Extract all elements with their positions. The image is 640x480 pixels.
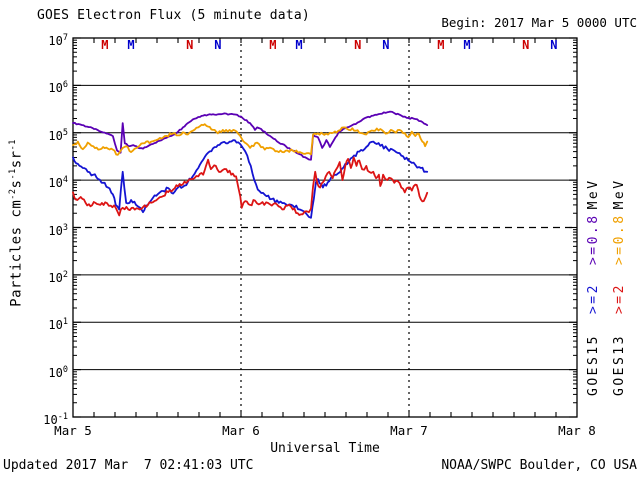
marker-n-day2: N	[354, 38, 362, 52]
y-tick-label-1e5: 105	[48, 127, 68, 143]
x-tick-label-mar-8: Mar 8	[558, 423, 596, 438]
updated-timestamp: Updated 2017 Mar 7 02:41:03 UTC	[3, 458, 254, 473]
legend-unit-label: MeV	[586, 178, 601, 210]
legend-column-goes13: GOES13 >=2 >=0.8 MeV	[611, 150, 628, 396]
y-tick-label-1e4: 104	[48, 175, 68, 191]
marker-n-day1: N	[214, 38, 222, 52]
legend-energy-2mev-label: >=2	[612, 283, 627, 315]
flux-curve-goes13-2mev	[72, 156, 429, 217]
y-tick-label-1e0: 100	[48, 364, 68, 380]
y-tick-label-1e-1: 10-1	[43, 412, 68, 427]
y-tick-label-1e2: 102	[48, 269, 68, 285]
marker-n-day3: N	[550, 38, 558, 52]
marker-m-day1: M	[127, 38, 135, 52]
x-tick-label-mar-7: Mar 7	[390, 423, 428, 438]
source-attribution: NOAA/SWPC Boulder, CO USA	[441, 458, 637, 473]
legend-energy-08mev-label: >=0.8	[586, 213, 601, 266]
marker-m-day1: M	[101, 38, 109, 52]
legend-unit-label: MeV	[612, 178, 627, 210]
marker-n-day3: N	[522, 38, 530, 52]
y-tick-label-1e1: 101	[48, 317, 68, 333]
marker-n-day2: N	[382, 38, 390, 52]
legend-energy-2mev-label: >=2	[586, 283, 601, 315]
x-tick-label-mar-6: Mar 6	[222, 423, 260, 438]
marker-n-day1: N	[186, 38, 194, 52]
marker-m-day2: M	[295, 38, 303, 52]
flux-curve-goes15-2mev	[72, 139, 429, 219]
x-axis-title: Universal Time	[270, 441, 380, 456]
x-tick-label-mar-5: Mar 5	[54, 423, 92, 438]
marker-m-day3: M	[463, 38, 471, 52]
chart-title: GOES Electron Flux (5 minute data)	[37, 8, 310, 23]
legend-column-goes15: GOES15 >=2 >=0.8 MeV	[585, 150, 602, 396]
flux-curve-goes13-0.8mev	[72, 123, 429, 156]
y-tick-label-1e6: 106	[48, 80, 68, 96]
legend-satellite-label: GOES13	[612, 334, 627, 396]
legend-energy-08mev-label: >=0.8	[612, 213, 627, 266]
marker-m-day2: M	[269, 38, 277, 52]
y-tick-label-1e3: 103	[48, 222, 68, 238]
y-tick-label-1e7: 107	[48, 33, 68, 48]
marker-m-day3: M	[437, 38, 445, 52]
y-axis-title: Particles cm-2s-1sr-1	[8, 139, 25, 307]
begin-timestamp: Begin: 2017 Mar 5 0000 UTC	[441, 15, 637, 30]
legend-satellite-label: GOES15	[586, 334, 601, 396]
flux-curve-goes15-0.8mev	[72, 110, 429, 161]
